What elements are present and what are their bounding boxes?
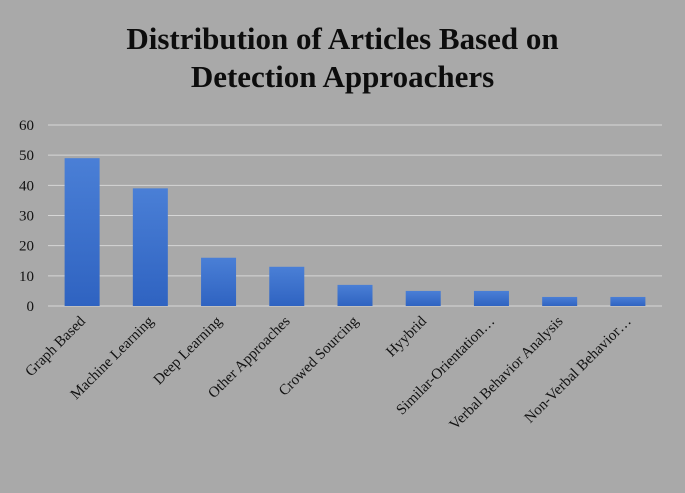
bar-4 — [269, 266, 305, 306]
bar-7 — [473, 290, 509, 306]
bar-8 — [542, 296, 578, 306]
bar-1 — [64, 158, 100, 306]
x-category-label: Deep Learning — [151, 313, 226, 388]
y-tick-label: 50 — [19, 148, 34, 164]
bar-9 — [610, 296, 646, 306]
chart-title: Distribution of Articles Based on Detect… — [0, 20, 685, 96]
y-axis-tick-labels: 0 10 20 30 40 50 60 — [19, 118, 34, 315]
bar-2 — [132, 188, 168, 306]
y-tick-label: 0 — [27, 299, 35, 315]
y-tick-label: 10 — [19, 269, 34, 285]
x-category-label: Graph Based — [23, 313, 90, 380]
bar-6 — [405, 290, 441, 306]
y-tick-label: 30 — [19, 209, 34, 225]
chart-title-line-1: Distribution of Articles Based on — [126, 21, 559, 56]
y-tick-label: 20 — [19, 239, 34, 255]
y-tick-label: 60 — [19, 118, 34, 134]
x-category-label: Hyybrid — [383, 313, 430, 360]
bars — [64, 158, 646, 306]
bar-3 — [201, 257, 237, 306]
chart-title-line-2: Detection Approachers — [190, 59, 495, 94]
bar-5 — [337, 284, 373, 306]
x-category-label: Verbal Behavior Analysis — [447, 313, 567, 433]
y-tick-label: 40 — [19, 178, 34, 194]
